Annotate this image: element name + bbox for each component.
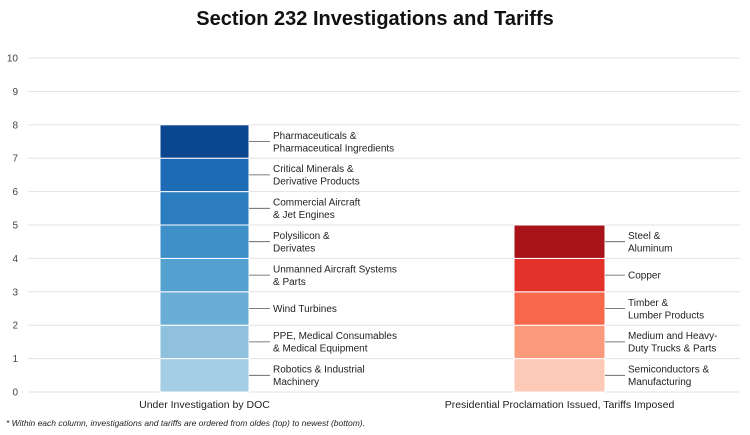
- bar-segment: [513, 324, 606, 360]
- y-tick-label: 4: [12, 254, 18, 265]
- segment-label: Medium and Heavy-Duty Trucks & Parts: [628, 331, 717, 355]
- bar-segment: [159, 124, 250, 159]
- bar-segment: [513, 291, 606, 326]
- category-label: Under Investigation by DOC: [139, 399, 270, 411]
- y-tick-label: 7: [12, 154, 18, 165]
- segment-label: Polysilicon & Derivates: [273, 231, 330, 255]
- segment-label: Unmanned Aircraft Systems & Parts: [273, 264, 397, 288]
- segment-label: Critical Minerals & Derivative Products: [273, 164, 360, 188]
- y-tick-label: 0: [12, 388, 18, 399]
- y-axis-ticks: 0 1 2 3 4 5 6 7 8 9 10: [7, 54, 19, 399]
- segment-label: Timber & Lumber Products: [628, 298, 704, 322]
- segment-label: Commercial Aircraft & Jet Engines: [273, 198, 360, 222]
- segment-label: Wind Turbines: [273, 304, 337, 315]
- y-tick-label: 8: [12, 120, 18, 131]
- bar-segment: [159, 191, 250, 226]
- bars: [159, 124, 606, 393]
- segment-label: Semiconductors & Manufacturing: [628, 365, 709, 389]
- category-label: Presidential Proclamation Issued, Tariff…: [445, 399, 675, 411]
- y-tick-label: 1: [12, 354, 18, 365]
- bar-segment: [513, 224, 606, 259]
- segment-label: Steel & Aluminum: [628, 231, 672, 255]
- footnote: * Within each column, investigations and…: [6, 418, 365, 428]
- segment-label: Robotics & Industrial Machinery: [273, 365, 365, 389]
- segment-label: Pharmaceuticals & Pharmaceutical Ingredie…: [273, 131, 394, 155]
- gridlines: [28, 57, 740, 393]
- bar-segment: [159, 257, 250, 293]
- y-tick-label: 2: [12, 321, 18, 332]
- bar-segment: [513, 257, 606, 293]
- y-tick-label: 3: [12, 287, 18, 298]
- bar-segment: [513, 358, 606, 393]
- y-tick-label: 6: [12, 187, 18, 198]
- bar-segment: [159, 157, 250, 193]
- segment-label: Copper: [628, 271, 661, 282]
- segment-labels: Robotics & Industrial Machinery PPE, Medic…: [249, 131, 717, 388]
- segment-label: PPE, Medical Consumables & Medical Equipm…: [273, 331, 397, 355]
- y-tick-label: 9: [12, 87, 18, 98]
- y-tick-label: 5: [12, 221, 18, 232]
- bar-segment: [159, 324, 250, 360]
- category-labels: Under Investigation by DOC Presidential P…: [139, 399, 674, 411]
- bar-segment: [159, 291, 250, 326]
- chart-title: Section 232 Investigations and Tariffs: [196, 8, 554, 30]
- bar-segment: [159, 224, 250, 259]
- y-tick-label: 10: [7, 54, 19, 65]
- bar-segment: [159, 358, 250, 393]
